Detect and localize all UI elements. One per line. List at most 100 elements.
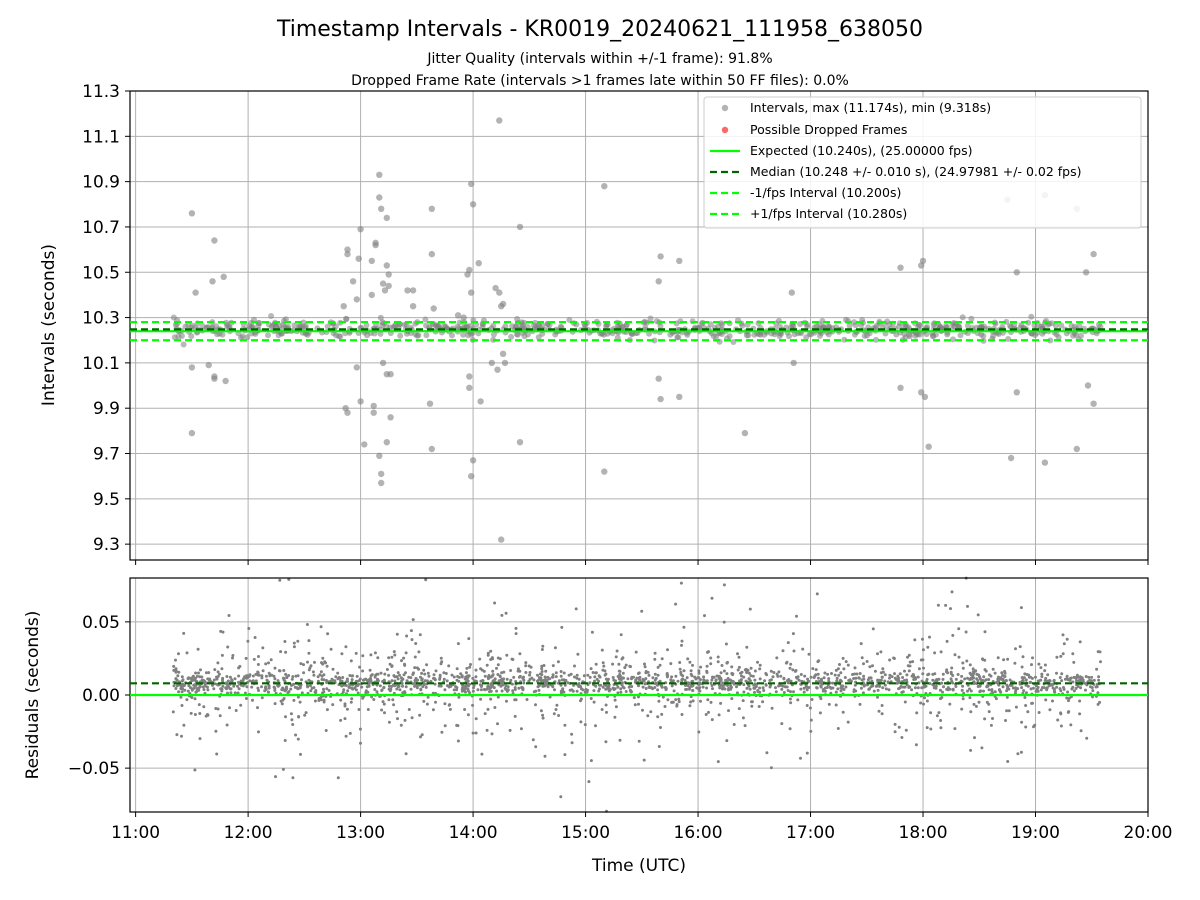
residual-point xyxy=(182,631,186,635)
residual-point xyxy=(646,714,650,718)
interval-point xyxy=(1047,337,1054,344)
residual-point xyxy=(317,697,321,700)
legend: Intervals, max (11.174s), min (9.318s) P… xyxy=(703,96,1142,229)
interval-outlier-point xyxy=(383,262,390,269)
residual-point xyxy=(197,688,201,692)
interval-outlier-point xyxy=(466,384,473,391)
interval-outlier-point xyxy=(918,389,925,396)
residual-point xyxy=(455,667,459,671)
residual-point xyxy=(336,776,340,780)
residual-point xyxy=(729,684,733,688)
residual-point xyxy=(177,670,181,674)
residual-point xyxy=(540,670,544,673)
residual-point xyxy=(923,685,926,689)
interval-outlier-point xyxy=(404,287,411,294)
interval-outlier-point xyxy=(492,284,499,292)
residual-point xyxy=(876,652,879,656)
intervals-y-tick-label: 10.3 xyxy=(82,309,120,329)
residual-point xyxy=(934,684,938,688)
residual-point xyxy=(457,695,461,699)
residual-point xyxy=(702,675,706,679)
residual-point xyxy=(369,653,373,657)
residual-point xyxy=(951,674,955,677)
residual-point xyxy=(964,630,968,634)
residual-point xyxy=(976,679,980,683)
residual-point xyxy=(782,691,786,694)
residual-point xyxy=(528,671,532,674)
residual-point xyxy=(592,689,596,693)
interval-point xyxy=(1028,313,1035,320)
residual-point xyxy=(496,663,500,667)
interval-outlier-point xyxy=(368,291,375,299)
residual-point xyxy=(297,715,301,719)
residual-point xyxy=(340,679,344,683)
legend-plus-fps-label: +1/fps Interval (10.280s) xyxy=(750,206,907,221)
residual-point xyxy=(388,662,392,666)
residual-point xyxy=(420,677,424,681)
residual-point xyxy=(518,674,522,678)
residual-point xyxy=(285,675,289,679)
residual-point xyxy=(921,637,924,641)
interval-point xyxy=(825,323,832,330)
residual-point xyxy=(641,708,644,712)
residual-point xyxy=(227,614,231,617)
residual-point xyxy=(388,689,392,693)
residual-point xyxy=(395,710,399,714)
residual-point xyxy=(1034,689,1038,693)
residual-point xyxy=(355,679,359,683)
residual-point xyxy=(1053,690,1057,694)
interval-point xyxy=(730,339,737,345)
interval-outlier-point xyxy=(344,246,351,253)
residual-point xyxy=(722,620,726,624)
residual-point xyxy=(987,678,991,681)
residual-point xyxy=(782,676,786,680)
residual-point xyxy=(1062,686,1065,689)
residual-point xyxy=(637,671,641,675)
residual-point xyxy=(1071,680,1075,684)
residual-point xyxy=(376,656,380,660)
residual-point xyxy=(619,633,623,637)
residual-point xyxy=(557,679,561,683)
residual-point xyxy=(282,669,286,672)
interval-point xyxy=(265,332,271,339)
residual-point xyxy=(379,671,383,675)
interval-outlier-point xyxy=(222,377,229,385)
residual-point xyxy=(1065,637,1069,641)
interval-point xyxy=(675,334,682,341)
interval-outlier-point xyxy=(488,359,495,367)
residual-point xyxy=(920,686,924,690)
residual-point xyxy=(707,650,710,654)
residual-point xyxy=(836,687,840,691)
residual-point xyxy=(903,685,907,689)
residual-point xyxy=(279,699,283,703)
residual-point xyxy=(870,679,874,683)
residual-point xyxy=(554,675,558,679)
residual-point xyxy=(940,681,944,685)
residual-point xyxy=(971,675,975,679)
interval-point xyxy=(343,315,350,322)
interval-outlier-point xyxy=(376,171,383,178)
residual-point xyxy=(583,723,587,727)
residual-point xyxy=(555,703,559,707)
residual-point xyxy=(725,672,729,676)
residual-point xyxy=(629,690,633,694)
residual-point xyxy=(1014,689,1018,693)
residual-point xyxy=(172,684,176,688)
interval-point xyxy=(1005,336,1012,342)
residual-point xyxy=(577,677,581,681)
residual-point xyxy=(559,670,563,673)
residual-point xyxy=(1020,720,1024,724)
residual-point xyxy=(557,714,561,717)
residual-point xyxy=(1008,678,1012,682)
residual-point xyxy=(294,733,298,737)
residual-point xyxy=(492,686,496,690)
residual-point xyxy=(537,688,541,692)
residual-point xyxy=(457,675,461,679)
residual-point xyxy=(312,686,316,690)
residual-point xyxy=(670,675,674,679)
residual-point xyxy=(617,669,621,673)
residual-point xyxy=(524,664,528,668)
residual-point xyxy=(463,677,467,681)
residual-point xyxy=(839,679,843,683)
interval-point xyxy=(282,316,289,323)
